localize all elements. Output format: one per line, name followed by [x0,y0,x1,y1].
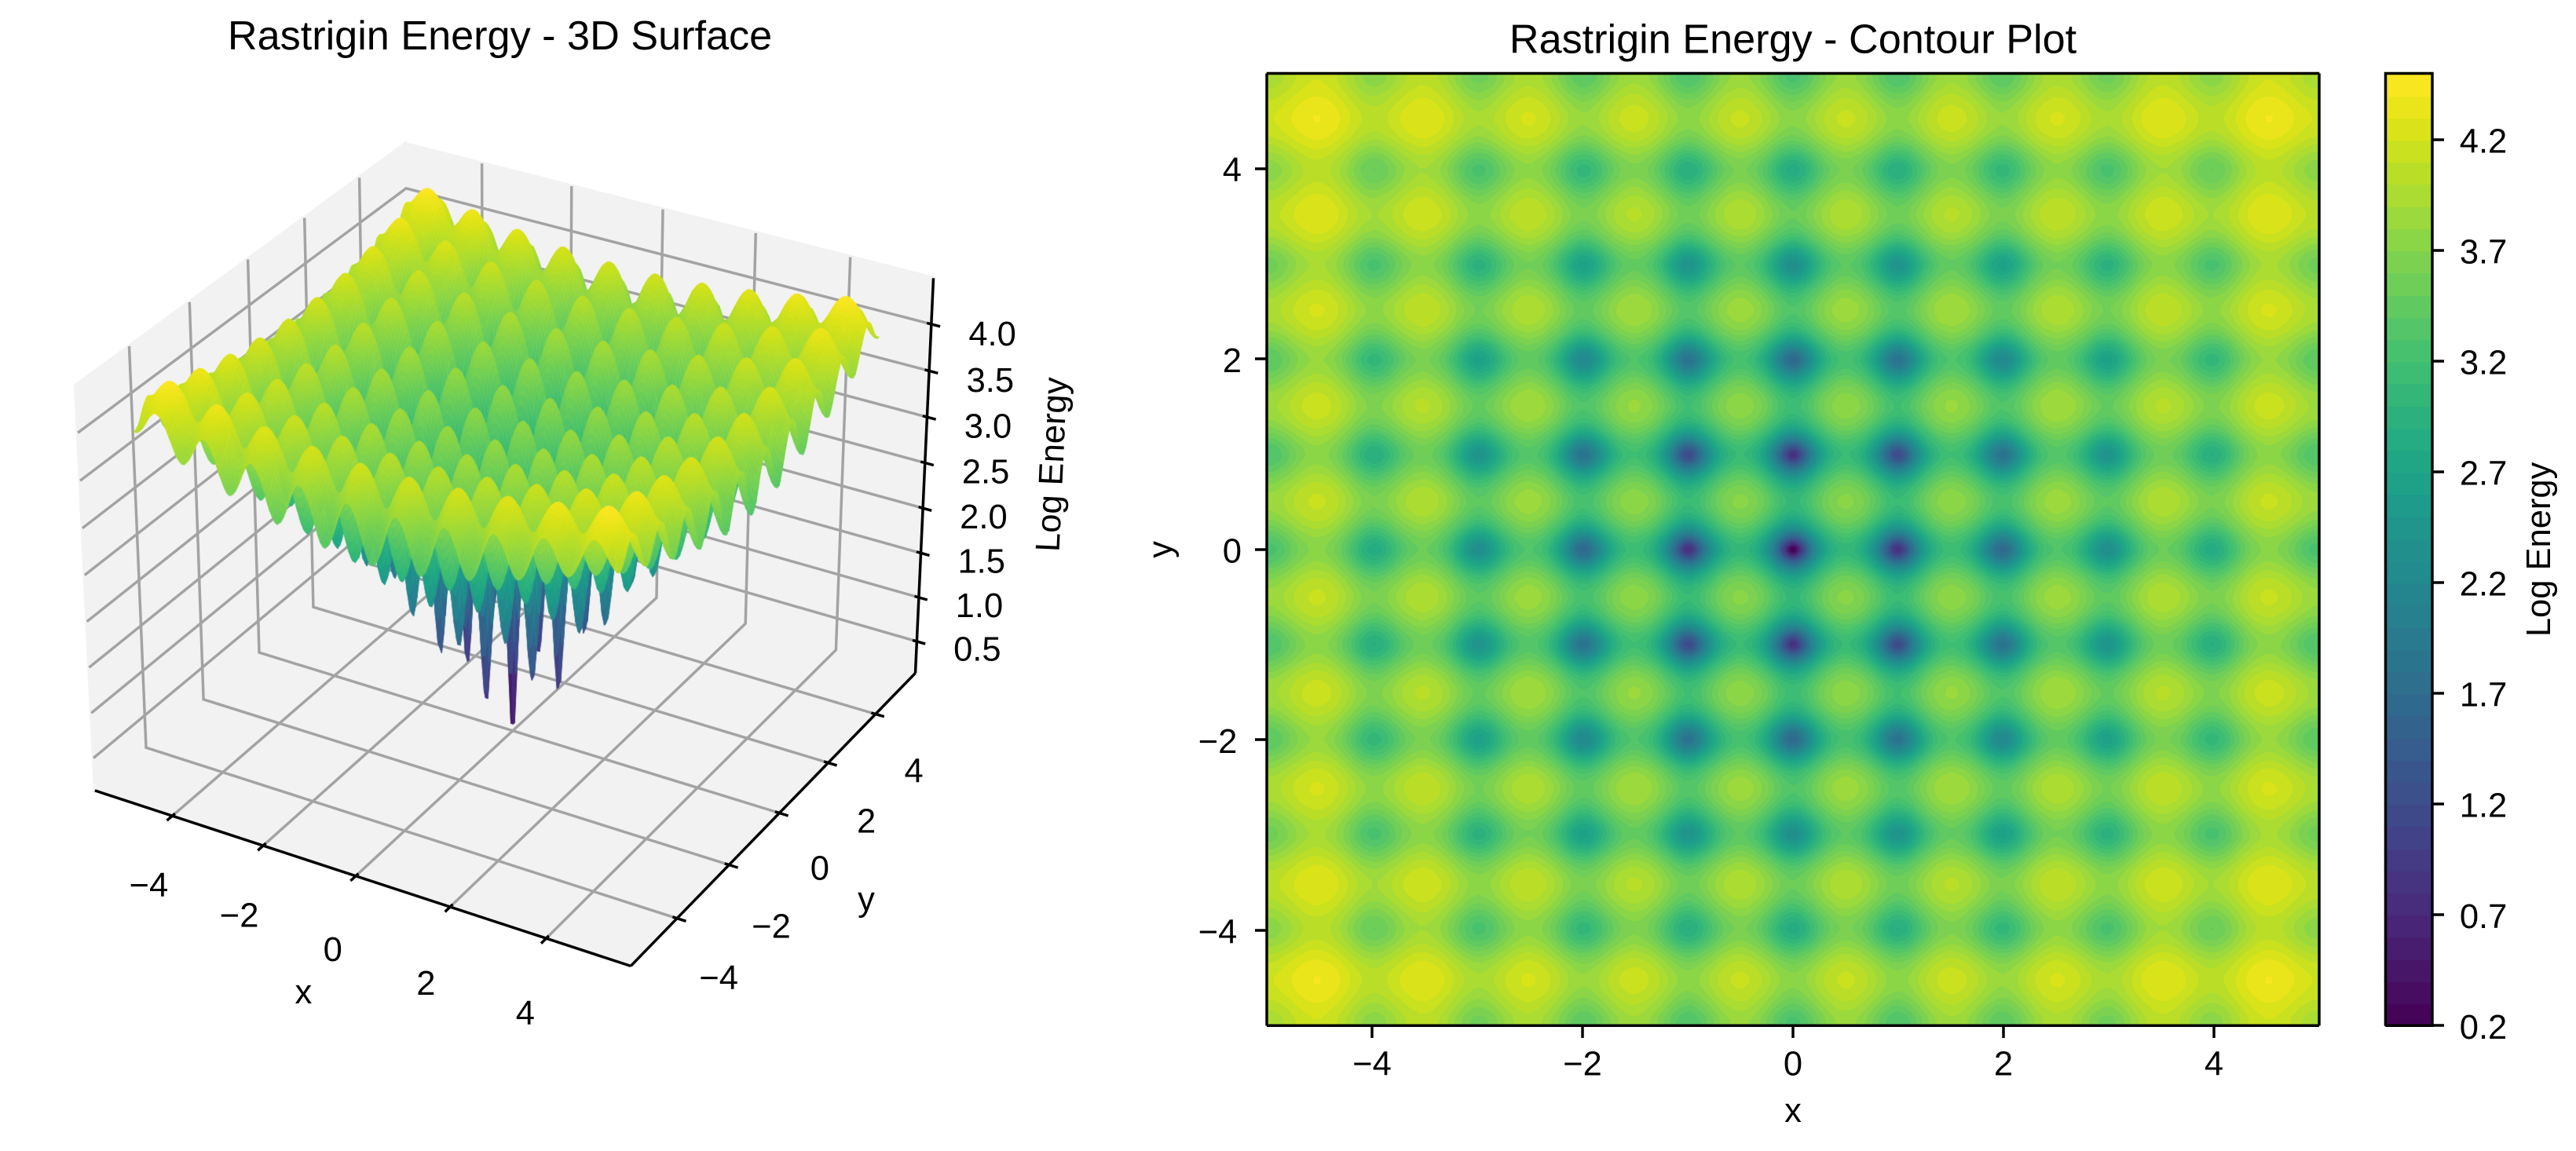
svg-text:y: y [1142,541,1180,558]
svg-text:Rastrigin Energy - Contour Plo: Rastrigin Energy - Contour Plot [1509,16,2077,62]
svg-text:2: 2 [1223,342,1242,380]
svg-text:3.7: 3.7 [2460,234,2507,272]
svg-text:1.7: 1.7 [2460,677,2507,714]
svg-text:−2: −2 [1563,1046,1602,1083]
svg-text:4: 4 [1223,152,1242,189]
svg-text:3.2: 3.2 [2460,345,2507,382]
svg-text:x: x [1784,1092,1802,1130]
svg-text:Log Energy: Log Energy [2520,462,2558,637]
svg-text:0: 0 [1223,532,1242,570]
svg-text:2.7: 2.7 [2460,455,2507,493]
svg-text:2: 2 [1994,1046,2013,1083]
svg-text:4.2: 4.2 [2460,123,2507,161]
svg-text:0.2: 0.2 [2460,1009,2507,1047]
svg-text:1.2: 1.2 [2460,787,2507,825]
svg-text:−2: −2 [1198,723,1238,761]
svg-text:0: 0 [1784,1046,1802,1083]
svg-text:4: 4 [2205,1046,2223,1083]
svg-text:2.2: 2.2 [2460,566,2507,604]
svg-text:−4: −4 [1352,1046,1392,1083]
svg-text:−4: −4 [1198,914,1238,952]
svg-text:Rastrigin Energy - 3D Surface: Rastrigin Energy - 3D Surface [228,13,772,59]
svg-text:0.7: 0.7 [2460,898,2507,936]
